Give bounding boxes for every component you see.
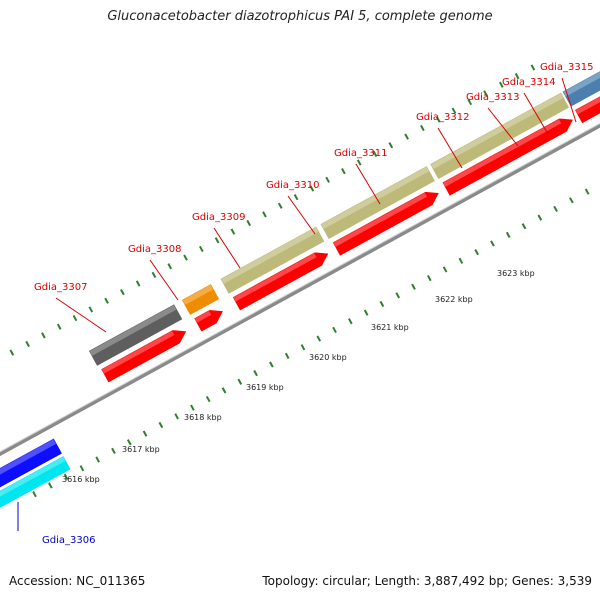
gene-gdia_3307-bar[interactable] [87,302,184,368]
reverse-tick-row [32,188,590,498]
gene-label[interactable]: Gdia_3315 [540,62,593,73]
cds-gdia_3307-bar[interactable] [99,329,188,384]
accession-label: Accession: NC_011365 [9,574,146,588]
gene-gdia_3308-bar[interactable] [180,282,221,317]
gene-label[interactable]: Gdia_3306 [42,535,95,546]
scale-tick-label: 3621 kbp [371,323,409,332]
gene-leader-line [437,127,463,169]
cds-gdia_3312-bar[interactable] [573,75,600,125]
gene-leader-line [55,297,107,333]
scale-tick-label: 3623 kbp [497,269,535,278]
gene-leader-line [355,163,381,205]
genome-summary: Topology: circular; Length: 3,887,492 bp… [262,574,592,588]
gene-label[interactable]: Gdia_3311 [334,148,387,159]
gene-label[interactable]: Gdia_3312 [416,112,469,123]
cds-gdia_3308-bar[interactable] [192,308,225,333]
cds-gdia_3306-bar[interactable] [0,454,72,534]
gene-label[interactable]: Gdia_3308 [128,244,181,255]
forward-tick-row [9,64,536,356]
scale-tick-label: 3617 kbp [122,445,160,454]
scale-tick-label: 3616 kbp [62,475,100,484]
map-title: Gluconacetobacter diazotrophicus PAI 5, … [107,9,493,24]
cds-gdia_3310-bar[interactable] [331,190,441,258]
gene-gdia_3306-bar[interactable] [0,437,64,519]
gene-leader-line [523,92,549,135]
gene-leader-line [561,77,577,123]
gene-leader-line [487,107,519,147]
gene-leader-line [213,227,241,269]
backbone-line [0,123,600,457]
gene-label[interactable]: Gdia_3310 [266,180,319,191]
gene-label[interactable]: Gdia_3309 [192,212,245,223]
gene-leader-line [287,195,316,235]
scale-tick-label: 3618 kbp [184,413,222,422]
gene-gdia_3309-bar[interactable] [219,225,326,296]
scale-tick-label: 3619 kbp [246,383,284,392]
gene-gdia_3312-bar[interactable] [561,49,600,108]
scale-tick-label: 3620 kbp [309,353,347,362]
gene-label[interactable]: Gdia_3313 [466,92,519,103]
gene-leader-line [149,259,179,301]
gene-gdia_3310-bar[interactable] [319,164,437,241]
gene-label[interactable]: Gdia_3307 [34,282,87,293]
gene-gdia_3311-bar[interactable] [428,91,571,181]
cds-gdia_3311-bar[interactable] [441,117,575,198]
gene-label[interactable]: Gdia_3314 [502,77,555,88]
backbone-highlight [0,122,600,453]
scale-tick-label: 3622 kbp [435,295,473,304]
cds-gdia_3309-bar[interactable] [231,251,330,312]
